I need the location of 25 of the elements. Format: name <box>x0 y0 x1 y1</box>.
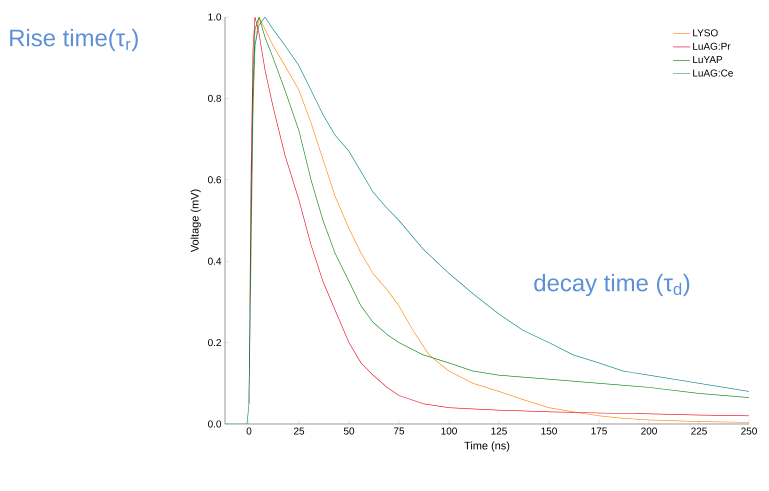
y-tick-label: 0.0 <box>208 420 222 428</box>
y-tick-label: 0.4 <box>208 258 222 265</box>
annotation: decay time (τ$_{d}$) <box>534 274 690 296</box>
y-axis-title: Voltage (mV) <box>190 190 201 252</box>
x-tick-label: 100 <box>441 428 457 435</box>
x-tick-label: 150 <box>541 428 557 435</box>
legend-label: LuAG:Pr <box>693 42 730 50</box>
x-tick-label: 0 <box>246 428 252 435</box>
legend-label: LuAG:Ce <box>693 70 733 77</box>
legend-label: LuYAP <box>693 56 722 64</box>
y-tick-label: 0.2 <box>208 339 221 346</box>
x-tick-label: 200 <box>641 428 657 435</box>
x-axis-title: Time (ns) <box>464 441 510 452</box>
x-tick-label: 125 <box>491 428 507 435</box>
text: Rise time(τ$_{r}$) <box>10 28 138 52</box>
x-tick-label: 250 <box>741 428 757 435</box>
y-tick-label: 0.6 <box>208 176 222 184</box>
x-tick-label: 75 <box>394 428 404 434</box>
x-tick-label: 25 <box>294 428 304 435</box>
x-tick-label: 175 <box>591 428 607 434</box>
x-tick-label: 50 <box>344 428 354 435</box>
x-tick-label: 225 <box>691 428 707 435</box>
y-tick-label: 0.8 <box>208 94 222 102</box>
legend-label: LYSO <box>693 29 718 36</box>
y-tick-label: 1.0 <box>208 13 222 21</box>
